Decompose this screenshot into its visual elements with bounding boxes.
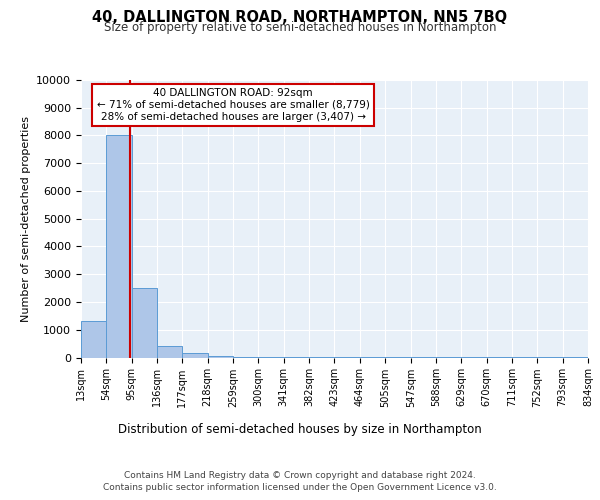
Text: Distribution of semi-detached houses by size in Northampton: Distribution of semi-detached houses by …: [118, 422, 482, 436]
Text: Size of property relative to semi-detached houses in Northampton: Size of property relative to semi-detach…: [104, 21, 496, 34]
Bar: [131, 288, 157, 358]
Bar: [182, 354, 208, 358]
Bar: [157, 346, 182, 358]
Bar: [208, 356, 233, 358]
Bar: [81, 322, 106, 358]
Y-axis label: Number of semi-detached properties: Number of semi-detached properties: [21, 116, 31, 322]
Text: 40 DALLINGTON ROAD: 92sqm
← 71% of semi-detached houses are smaller (8,779)
28% : 40 DALLINGTON ROAD: 92sqm ← 71% of semi-…: [97, 88, 370, 122]
Bar: [233, 357, 258, 358]
Text: Contains public sector information licensed under the Open Government Licence v3: Contains public sector information licen…: [103, 483, 497, 492]
Text: Contains HM Land Registry data © Crown copyright and database right 2024.: Contains HM Land Registry data © Crown c…: [124, 471, 476, 480]
Bar: [106, 136, 131, 358]
Text: 40, DALLINGTON ROAD, NORTHAMPTON, NN5 7BQ: 40, DALLINGTON ROAD, NORTHAMPTON, NN5 7B…: [92, 10, 508, 25]
